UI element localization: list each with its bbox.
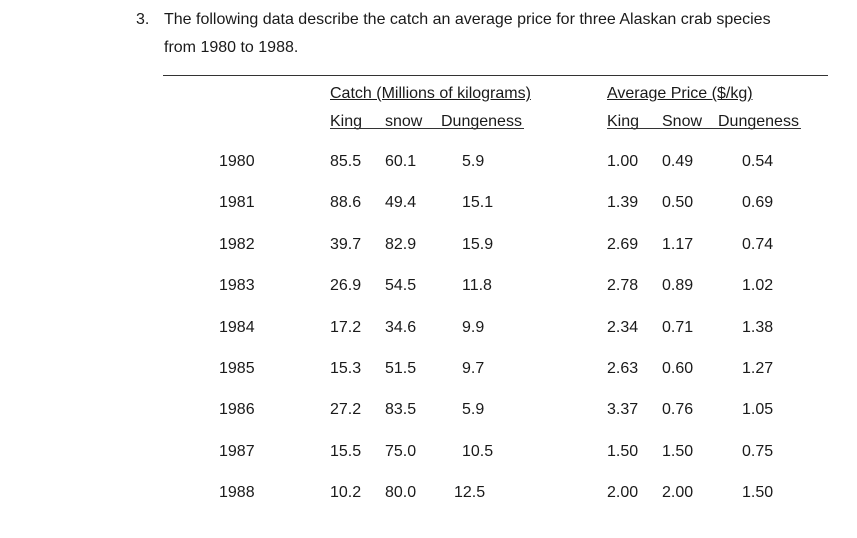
price-snow-value: 0.49 [662, 153, 694, 170]
price-king-value: 2.63 [607, 360, 639, 377]
price-sub-rule [607, 128, 801, 129]
catch-sub-king: King [330, 113, 363, 130]
catch-dungeness-value: 5.9 [462, 401, 485, 418]
catch-king-value: 15.5 [330, 443, 362, 460]
catch-snow-value: 54.5 [385, 277, 417, 294]
table-top-rule [163, 75, 828, 76]
price-dungeness-value: 0.74 [742, 236, 774, 253]
catch-king-value: 39.7 [330, 236, 362, 253]
price-dungeness-value: 0.54 [742, 153, 774, 170]
price-dungeness-value: 1.27 [742, 360, 774, 377]
price-snow-value: 0.76 [662, 401, 694, 418]
price-dungeness-value: 0.75 [742, 443, 774, 460]
catch-king-value: 88.6 [330, 194, 362, 211]
catch-dungeness-value: 9.7 [462, 360, 485, 377]
catch-king-value: 17.2 [330, 319, 362, 336]
catch-dungeness-value: 15.1 [462, 194, 494, 211]
catch-sub-dungeness: Dungeness [441, 113, 522, 130]
price-sub-snow: Snow [662, 113, 703, 130]
price-king-value: 2.78 [607, 277, 639, 294]
price-dungeness-value: 0.69 [742, 194, 774, 211]
catch-snow-value: 75.0 [385, 443, 417, 460]
catch-king-value: 10.2 [330, 484, 362, 501]
row-year: 1984 [219, 319, 255, 336]
row-year: 1983 [219, 277, 255, 294]
catch-snow-value: 49.4 [385, 194, 417, 211]
row-year: 1988 [219, 484, 255, 501]
question-line-1: The following data describe the catch an… [164, 11, 771, 28]
question-number: 3. [136, 11, 150, 28]
catch-dungeness-value: 15.9 [462, 236, 494, 253]
catch-dungeness-value: 5.9 [462, 153, 485, 170]
catch-king-value: 27.2 [330, 401, 362, 418]
price-snow-value: 1.17 [662, 236, 694, 253]
price-snow-value: 0.60 [662, 360, 694, 377]
price-king-value: 3.37 [607, 401, 639, 418]
price-king-value: 1.00 [607, 153, 639, 170]
price-king-value: 2.69 [607, 236, 639, 253]
row-year: 1987 [219, 443, 255, 460]
price-king-value: 2.00 [607, 484, 639, 501]
price-dungeness-value: 1.38 [742, 319, 774, 336]
catch-snow-value: 34.6 [385, 319, 417, 336]
catch-snow-value: 60.1 [385, 153, 417, 170]
price-snow-value: 0.50 [662, 194, 694, 211]
catch-sub-snow: snow [385, 113, 423, 130]
price-king-value: 2.34 [607, 319, 639, 336]
price-dungeness-value: 1.05 [742, 401, 774, 418]
price-dungeness-value: 1.02 [742, 277, 774, 294]
price-dungeness-value: 1.50 [742, 484, 774, 501]
row-year: 1981 [219, 194, 255, 211]
row-year: 1986 [219, 401, 255, 418]
row-year: 1985 [219, 360, 255, 377]
catch-dungeness-value: 11.8 [462, 277, 492, 294]
catch-snow-value: 83.5 [385, 401, 417, 418]
price-snow-value: 1.50 [662, 443, 694, 460]
price-king-value: 1.50 [607, 443, 639, 460]
price-sub-dungeness: Dungeness [718, 113, 799, 130]
row-year: 1982 [219, 236, 255, 253]
question-line-2: from 1980 to 1988. [164, 39, 299, 56]
catch-group-header: Catch (Millions of kilograms) [330, 85, 531, 102]
catch-dungeness-value: 10.5 [462, 443, 494, 460]
price-group-header: Average Price ($/kg) [607, 85, 753, 102]
price-sub-king: King [607, 113, 640, 130]
catch-dungeness-value: 9.9 [462, 319, 485, 336]
catch-king-value: 26.9 [330, 277, 362, 294]
catch-king-value: 85.5 [330, 153, 362, 170]
question-text: The following data describe the catch an… [164, 6, 824, 62]
catch-snow-value: 51.5 [385, 360, 417, 377]
row-year: 1980 [219, 153, 255, 170]
catch-snow-value: 80.0 [385, 484, 417, 501]
price-snow-value: 0.89 [662, 277, 694, 294]
price-snow-value: 2.00 [662, 484, 694, 501]
catch-king-value: 15.3 [330, 360, 362, 377]
catch-sub-rule [330, 128, 524, 129]
price-snow-value: 0.71 [662, 319, 694, 336]
catch-snow-value: 82.9 [385, 236, 417, 253]
price-king-value: 1.39 [607, 194, 639, 211]
catch-dungeness-value: 12.5 [454, 484, 486, 501]
